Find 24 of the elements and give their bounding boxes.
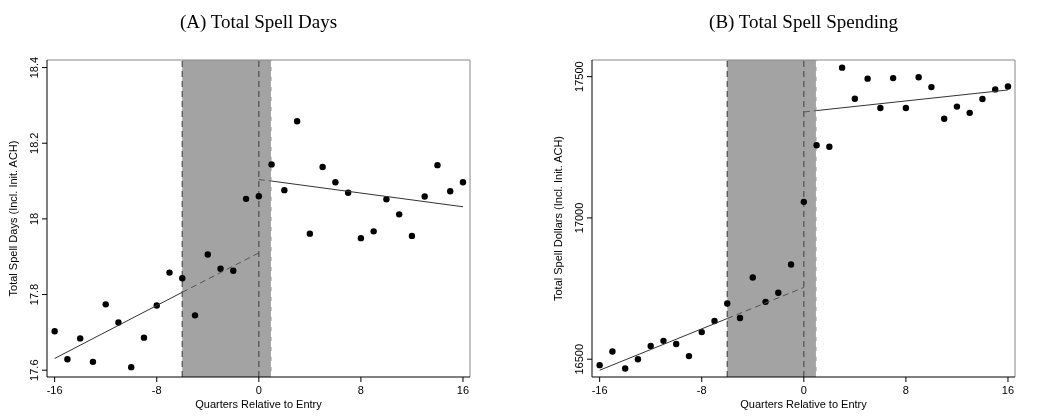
chart-title: (B) Total Spell Spending [709, 11, 899, 33]
x-tick-label: 8 [357, 384, 364, 396]
x-tick-label: -8 [151, 384, 162, 396]
x-tick-label: 8 [902, 384, 909, 396]
x-axis-title: Quarters Relative to Entry [740, 398, 868, 410]
y-tick-label: 16500 [573, 343, 585, 375]
x-tick-label: 16 [456, 384, 470, 396]
x-axis-title: Quarters Relative to Entry [195, 398, 323, 410]
x-tick-label: -8 [696, 384, 707, 396]
y-axis-title: Total Spell Days (Incl. Init. ACH) [7, 140, 19, 297]
x-tick-label: -16 [591, 384, 608, 396]
y-axis-title: Total Spell Dollars (Incl. Init. ACH) [552, 135, 564, 302]
y-tick-label: 17.6 [28, 359, 40, 381]
y-tick-label: 18.2 [28, 132, 40, 154]
y-tick-label: 17.8 [28, 283, 40, 306]
chart-title: (A) Total Spell Days [179, 11, 338, 33]
y-tick-label: 17000 [573, 202, 585, 234]
y-tick-label: 18 [28, 212, 40, 225]
x-tick-label: 0 [800, 384, 807, 396]
y-tick-label: 18.4 [28, 56, 40, 79]
x-tick-label: -16 [46, 384, 63, 396]
x-tick-label: 0 [255, 384, 262, 396]
y-tick-label: 17500 [573, 61, 585, 92]
x-tick-label: 16 [1001, 384, 1015, 396]
